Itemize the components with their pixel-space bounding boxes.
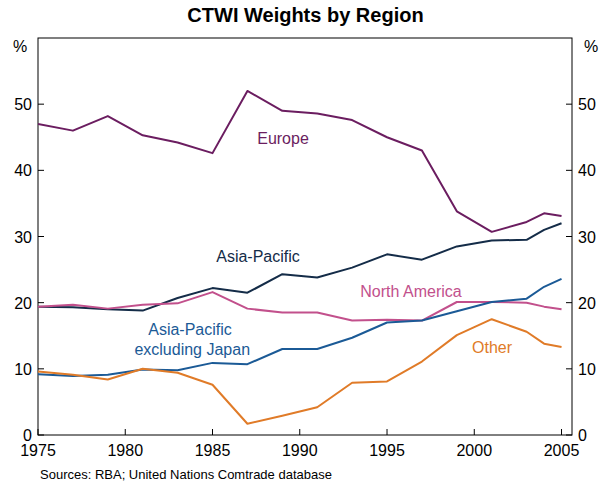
y2-tick-label: 10 (578, 361, 596, 378)
y2-tick-label: 20 (578, 295, 596, 312)
series-line (38, 91, 562, 232)
title: CTWI Weights by Region (187, 4, 423, 26)
y2-tick-label: 40 (578, 162, 596, 179)
series-label: Asia-Pacific (216, 248, 300, 265)
series-label: Other (472, 339, 513, 356)
y2-label: % (584, 38, 598, 55)
x-tick-label: 1975 (20, 442, 56, 459)
x-tick-label: 2005 (544, 442, 580, 459)
x-tick (387, 429, 388, 435)
series-label: Asia-Pacific excluding Japan (130, 321, 250, 358)
series-label-line: Asia-Pacific (148, 321, 232, 338)
series-line (38, 279, 562, 376)
series-label-line: excluding Japan (130, 341, 250, 358)
series-line (38, 319, 562, 424)
y-tick-label: 20 (14, 295, 32, 312)
y-tick-label: 30 (14, 229, 32, 246)
x-tick (212, 429, 213, 435)
y2-tick (566, 368, 572, 369)
y2-tick (566, 104, 572, 105)
x-tick-label: 2000 (456, 442, 492, 459)
y-label: % (13, 38, 27, 55)
series-group (38, 91, 562, 424)
x-tick (474, 429, 475, 435)
x-tick-label: 1995 (369, 442, 405, 459)
y-tick (38, 236, 44, 237)
y-tick (38, 170, 44, 171)
y2-tick-label: 0 (578, 427, 587, 444)
series-label: North America (360, 283, 461, 300)
x-tick-label: 1985 (195, 442, 231, 459)
y2-tick (566, 236, 572, 237)
y2-tick (566, 170, 572, 171)
plot-frame (38, 38, 572, 435)
x-tick (299, 429, 300, 435)
x-tick (561, 429, 562, 435)
y-tick (38, 302, 44, 303)
y-tick-label: 40 (14, 162, 32, 179)
series-line (38, 223, 562, 310)
y2-tick-label: 50 (578, 96, 596, 113)
x-tick (125, 429, 126, 435)
y-tick (38, 368, 44, 369)
x-tick-label: 1980 (107, 442, 143, 459)
chart: CTWI Weights by Region%%0010102020303040… (0, 0, 611, 486)
series-label: Europe (257, 130, 309, 147)
source: Sources: RBA; United Nations Comtrade da… (40, 467, 332, 482)
y2-tick (566, 302, 572, 303)
y-tick-label: 10 (14, 361, 32, 378)
y-tick-label: 50 (14, 96, 32, 113)
y-tick (38, 104, 44, 105)
y2-tick-label: 30 (578, 229, 596, 246)
x-tick-label: 1990 (282, 442, 318, 459)
series-line (38, 292, 562, 320)
